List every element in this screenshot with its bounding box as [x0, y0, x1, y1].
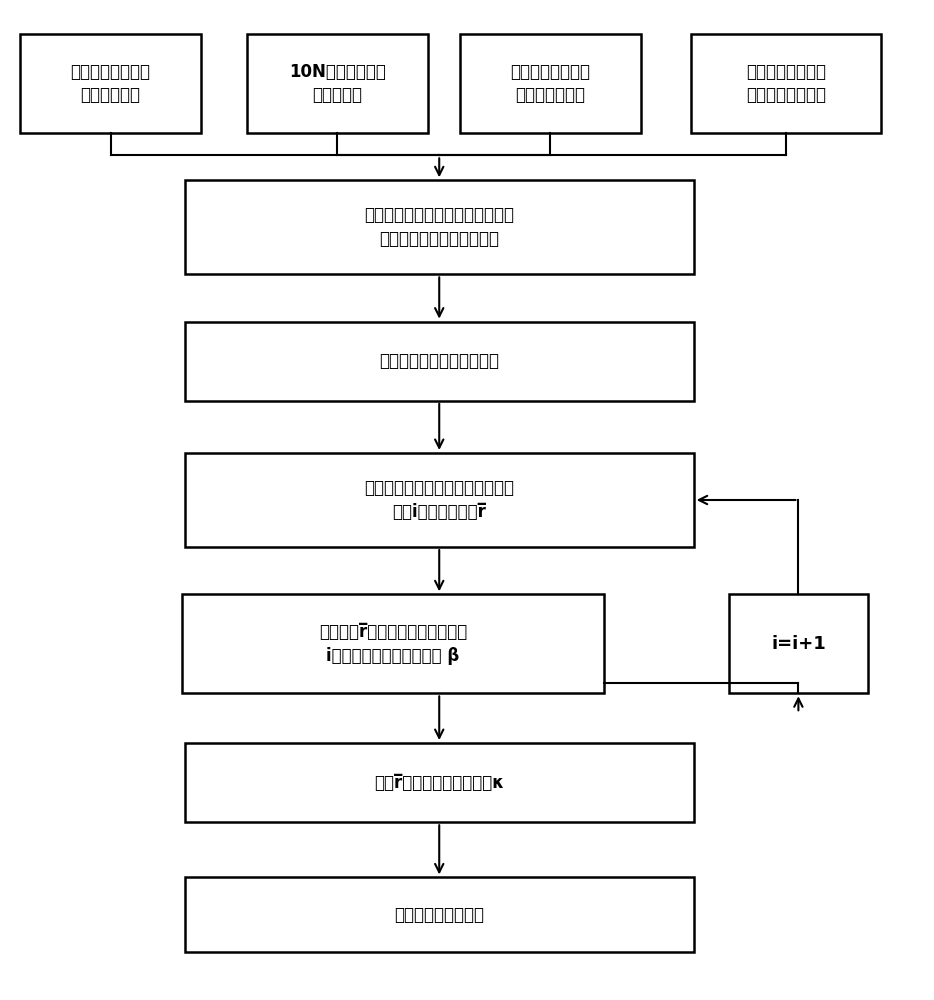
Text: 数据结果的图形表达: 数据结果的图形表达: [394, 906, 484, 924]
FancyBboxPatch shape: [185, 453, 694, 547]
FancyBboxPatch shape: [248, 34, 428, 133]
FancyBboxPatch shape: [185, 877, 694, 952]
Text: 太阳翼几何尺寸及
对日定向角度等: 太阳翼几何尺寸及 对日定向角度等: [510, 63, 590, 104]
Text: 通信天线数量、几
何尺寸、形面法矢: 通信天线数量、几 何尺寸、形面法矢: [746, 63, 827, 104]
Text: i=i+1: i=i+1: [771, 635, 826, 653]
FancyBboxPatch shape: [460, 34, 641, 133]
FancyBboxPatch shape: [185, 322, 694, 401]
Text: 卫星坐标系下建立推力器、太阳翼
及天线间的坐标系变换关系: 卫星坐标系下建立推力器、太阳翼 及天线间的坐标系变换关系: [364, 206, 515, 248]
FancyBboxPatch shape: [185, 743, 694, 822]
FancyBboxPatch shape: [182, 594, 603, 693]
Text: 10N推力器羽流场
位置及指向: 10N推力器羽流场 位置及指向: [289, 63, 386, 104]
Text: 计算矢量r̅与太阳翼、天线表面第
i单元格的法向矢量间夹角 β: 计算矢量r̅与太阳翼、天线表面第 i单元格的法向矢量间夹角 β: [318, 623, 467, 665]
Text: 计算r̅与推力器轴线间夹角κ: 计算r̅与推力器轴线间夹角κ: [375, 774, 504, 792]
FancyBboxPatch shape: [21, 34, 201, 133]
FancyBboxPatch shape: [729, 594, 868, 693]
Text: 计算羽流场原点至太阳翼、天线表
面第i单元格的矢量r̅: 计算羽流场原点至太阳翼、天线表 面第i单元格的矢量r̅: [364, 479, 515, 521]
FancyBboxPatch shape: [691, 34, 882, 133]
Text: 太阳翼及天线单元网格划分: 太阳翼及天线单元网格划分: [379, 352, 500, 370]
Text: 建立卫星几何尺寸
及参考坐标系: 建立卫星几何尺寸 及参考坐标系: [71, 63, 150, 104]
FancyBboxPatch shape: [185, 180, 694, 274]
